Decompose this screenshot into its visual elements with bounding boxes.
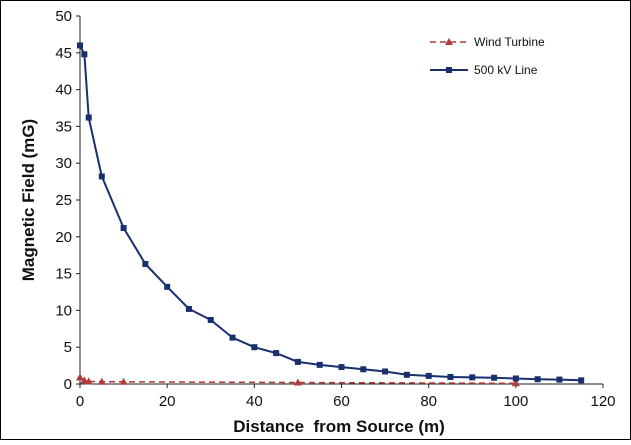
data-point-wind-turbine <box>76 373 84 381</box>
x-tick-label: 60 <box>333 393 350 410</box>
data-point-line-500kv <box>120 224 127 231</box>
data-point-wind-turbine <box>511 379 520 387</box>
data-point-line-500kv <box>382 368 389 375</box>
legend-marker-line-500kv <box>446 67 452 73</box>
data-point-line-500kv <box>556 376 563 383</box>
legend-marker-wind-turbine <box>445 38 453 45</box>
x-tick-label: 0 <box>76 393 84 410</box>
data-point-line-500kv <box>469 374 476 381</box>
y-tick-label: 5 <box>64 339 72 356</box>
legend-label-line-500kv: 500 kV Line <box>474 63 538 77</box>
data-point-line-500kv <box>207 316 214 323</box>
data-point-line-500kv <box>447 374 454 381</box>
x-axis-title: Distance from Source (m) <box>233 417 445 436</box>
y-tick-label: 25 <box>55 192 72 209</box>
y-tick-label: 10 <box>55 302 72 319</box>
data-point-line-500kv <box>85 114 92 121</box>
series-wind-turbine <box>76 373 520 387</box>
data-point-line-500kv <box>185 305 192 312</box>
data-point-line-500kv <box>578 377 585 384</box>
legend: Wind Turbine 500 kV Line <box>430 35 545 77</box>
data-point-line-500kv <box>316 361 323 368</box>
data-point-line-500kv <box>142 261 149 268</box>
x-tick-label: 120 <box>590 393 615 410</box>
x-tick-label: 80 <box>420 393 437 410</box>
data-point-line-500kv <box>491 374 498 381</box>
y-tick-label: 20 <box>55 229 72 246</box>
y-tick-label: 35 <box>55 118 72 135</box>
data-point-line-500kv <box>403 371 410 378</box>
y-tick-label: 30 <box>55 155 72 172</box>
data-point-line-500kv <box>229 334 236 341</box>
y-tick-label: 40 <box>55 82 72 99</box>
data-point-line-500kv <box>512 375 519 382</box>
y-tick-label: 0 <box>64 376 72 393</box>
y-axis-title: Magnetic Field (mG) <box>19 119 38 281</box>
x-tick-label: 20 <box>159 393 176 410</box>
y-tick-label: 50 <box>55 8 72 25</box>
data-point-line-500kv <box>294 358 301 365</box>
data-point-wind-turbine <box>84 377 93 385</box>
data-point-line-500kv <box>251 344 258 351</box>
data-point-wind-turbine <box>293 378 302 386</box>
data-point-line-500kv <box>534 376 541 383</box>
data-point-wind-turbine <box>119 377 128 385</box>
data-point-wind-turbine <box>97 377 106 385</box>
y-tick-label: 15 <box>55 266 72 283</box>
data-point-line-500kv <box>425 372 432 379</box>
series-line-line-500kv <box>79 44 582 382</box>
series-line-500kv <box>77 42 585 384</box>
data-point-line-500kv <box>164 283 171 290</box>
x-tick-label: 100 <box>503 393 528 410</box>
data-point-line-500kv <box>338 364 345 371</box>
data-point-line-500kv <box>81 51 88 58</box>
data-point-line-500kv <box>273 350 280 357</box>
legend-label-wind-turbine: Wind Turbine <box>474 35 545 49</box>
data-point-line-500kv <box>98 173 105 180</box>
x-tick-label: 40 <box>246 393 263 410</box>
data-point-line-500kv <box>77 42 83 49</box>
data-point-line-500kv <box>360 366 367 373</box>
y-tick-label: 45 <box>55 45 72 62</box>
